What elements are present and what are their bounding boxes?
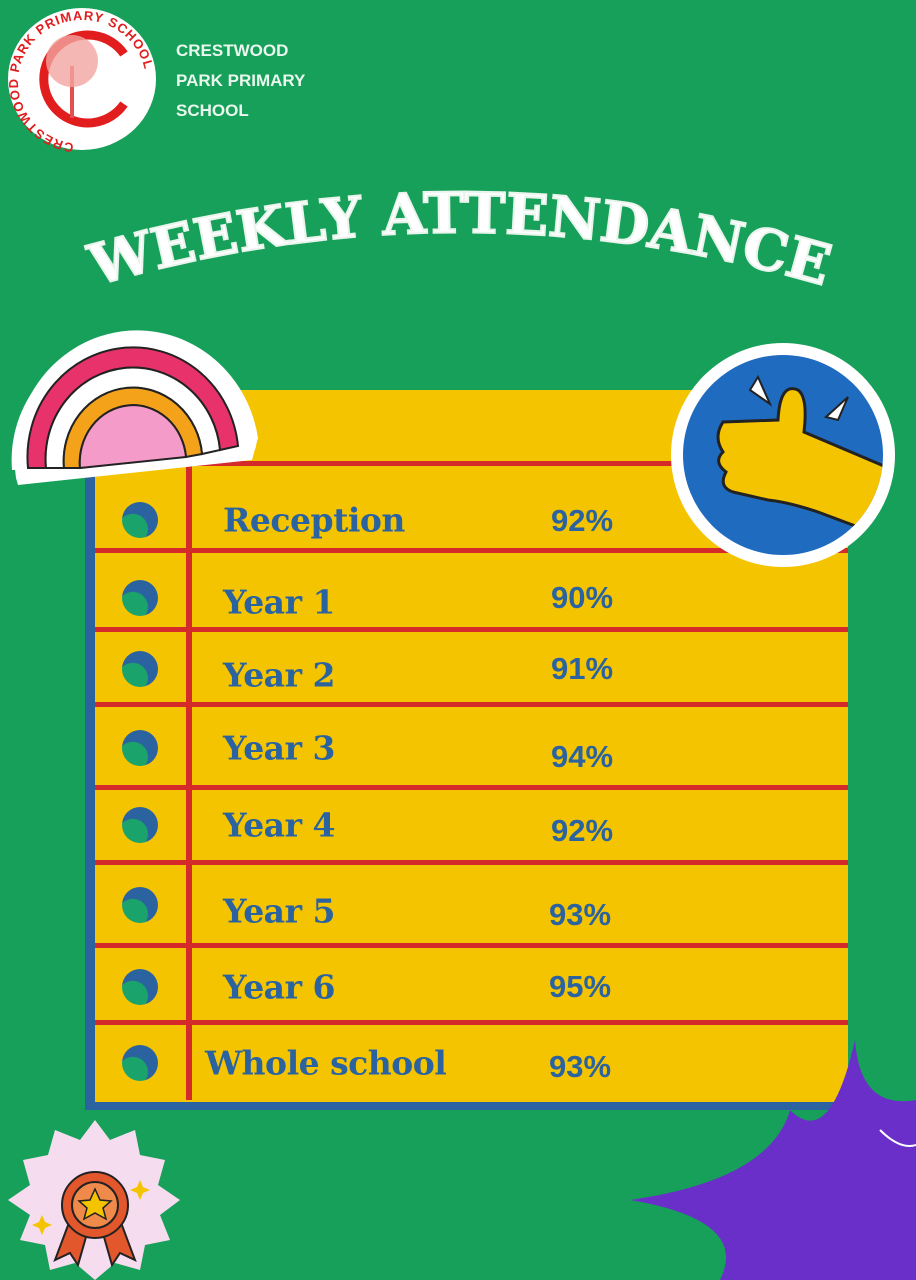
row-label: Year 3 bbox=[223, 728, 335, 768]
bullet-icon bbox=[122, 887, 158, 923]
page-title: WEEKLY ATTENDANCE bbox=[80, 179, 838, 300]
row-label: Whole school bbox=[205, 1043, 447, 1083]
table-row: Year 4 92% bbox=[95, 790, 848, 860]
award-icon bbox=[8, 1120, 180, 1280]
divider bbox=[95, 461, 848, 466]
divider bbox=[95, 548, 848, 553]
row-label: Year 4 bbox=[223, 805, 335, 845]
table-row: Year 5 93% bbox=[95, 870, 848, 940]
rainbow-icon bbox=[11, 330, 258, 485]
bullet-icon bbox=[122, 730, 158, 766]
svg-text:WEEKLY ATTENDANCE: WEEKLY ATTENDANCE bbox=[81, 180, 837, 299]
row-value: 94% bbox=[551, 739, 614, 775]
divider bbox=[95, 1020, 848, 1025]
star-burst-icon bbox=[630, 1040, 916, 1280]
row-label: Reception bbox=[223, 500, 405, 540]
table-row: Year 1 90% bbox=[95, 563, 848, 633]
row-value: 95% bbox=[549, 969, 612, 1004]
bullet-icon bbox=[122, 502, 158, 538]
divider bbox=[95, 627, 848, 632]
row-value: 93% bbox=[549, 896, 612, 932]
bullet-icon bbox=[122, 651, 158, 687]
row-label: Year 1 bbox=[223, 582, 335, 621]
bullet-icon bbox=[122, 807, 158, 843]
table-row: Year 6 95% bbox=[95, 952, 848, 1022]
school-name-line: PARK PRIMARY bbox=[176, 71, 306, 90]
table-row: Reception 92% bbox=[95, 485, 848, 555]
divider bbox=[95, 943, 848, 948]
row-value: 91% bbox=[551, 651, 614, 686]
school-name-line: SCHOOL bbox=[176, 101, 249, 120]
margin-line bbox=[186, 463, 192, 1100]
row-label: Year 5 bbox=[223, 891, 335, 931]
thumbs-up-icon bbox=[671, 343, 895, 567]
divider bbox=[95, 702, 848, 707]
row-value: 92% bbox=[551, 812, 614, 848]
school-name: CRESTWOOD PARK PRIMARY SCHOOL bbox=[176, 36, 305, 126]
bullet-icon bbox=[122, 1045, 158, 1081]
row-label: Year 6 bbox=[223, 967, 335, 1007]
divider bbox=[95, 860, 848, 865]
table-row: Year 2 91% bbox=[95, 634, 848, 704]
bullet-icon bbox=[122, 580, 158, 616]
row-label: Year 2 bbox=[223, 655, 335, 695]
table-row: Whole school 93% bbox=[95, 1028, 848, 1098]
divider bbox=[95, 785, 848, 790]
school-name-line: CRESTWOOD bbox=[176, 41, 289, 60]
row-value: 93% bbox=[549, 1049, 612, 1085]
row-value: 92% bbox=[551, 503, 614, 539]
bullet-icon bbox=[122, 969, 158, 1005]
table-row: Year 3 94% bbox=[95, 713, 848, 783]
row-value: 90% bbox=[551, 580, 614, 615]
school-logo: CRESTWOOD PARK PRIMARY SCHOOL bbox=[6, 8, 156, 152]
